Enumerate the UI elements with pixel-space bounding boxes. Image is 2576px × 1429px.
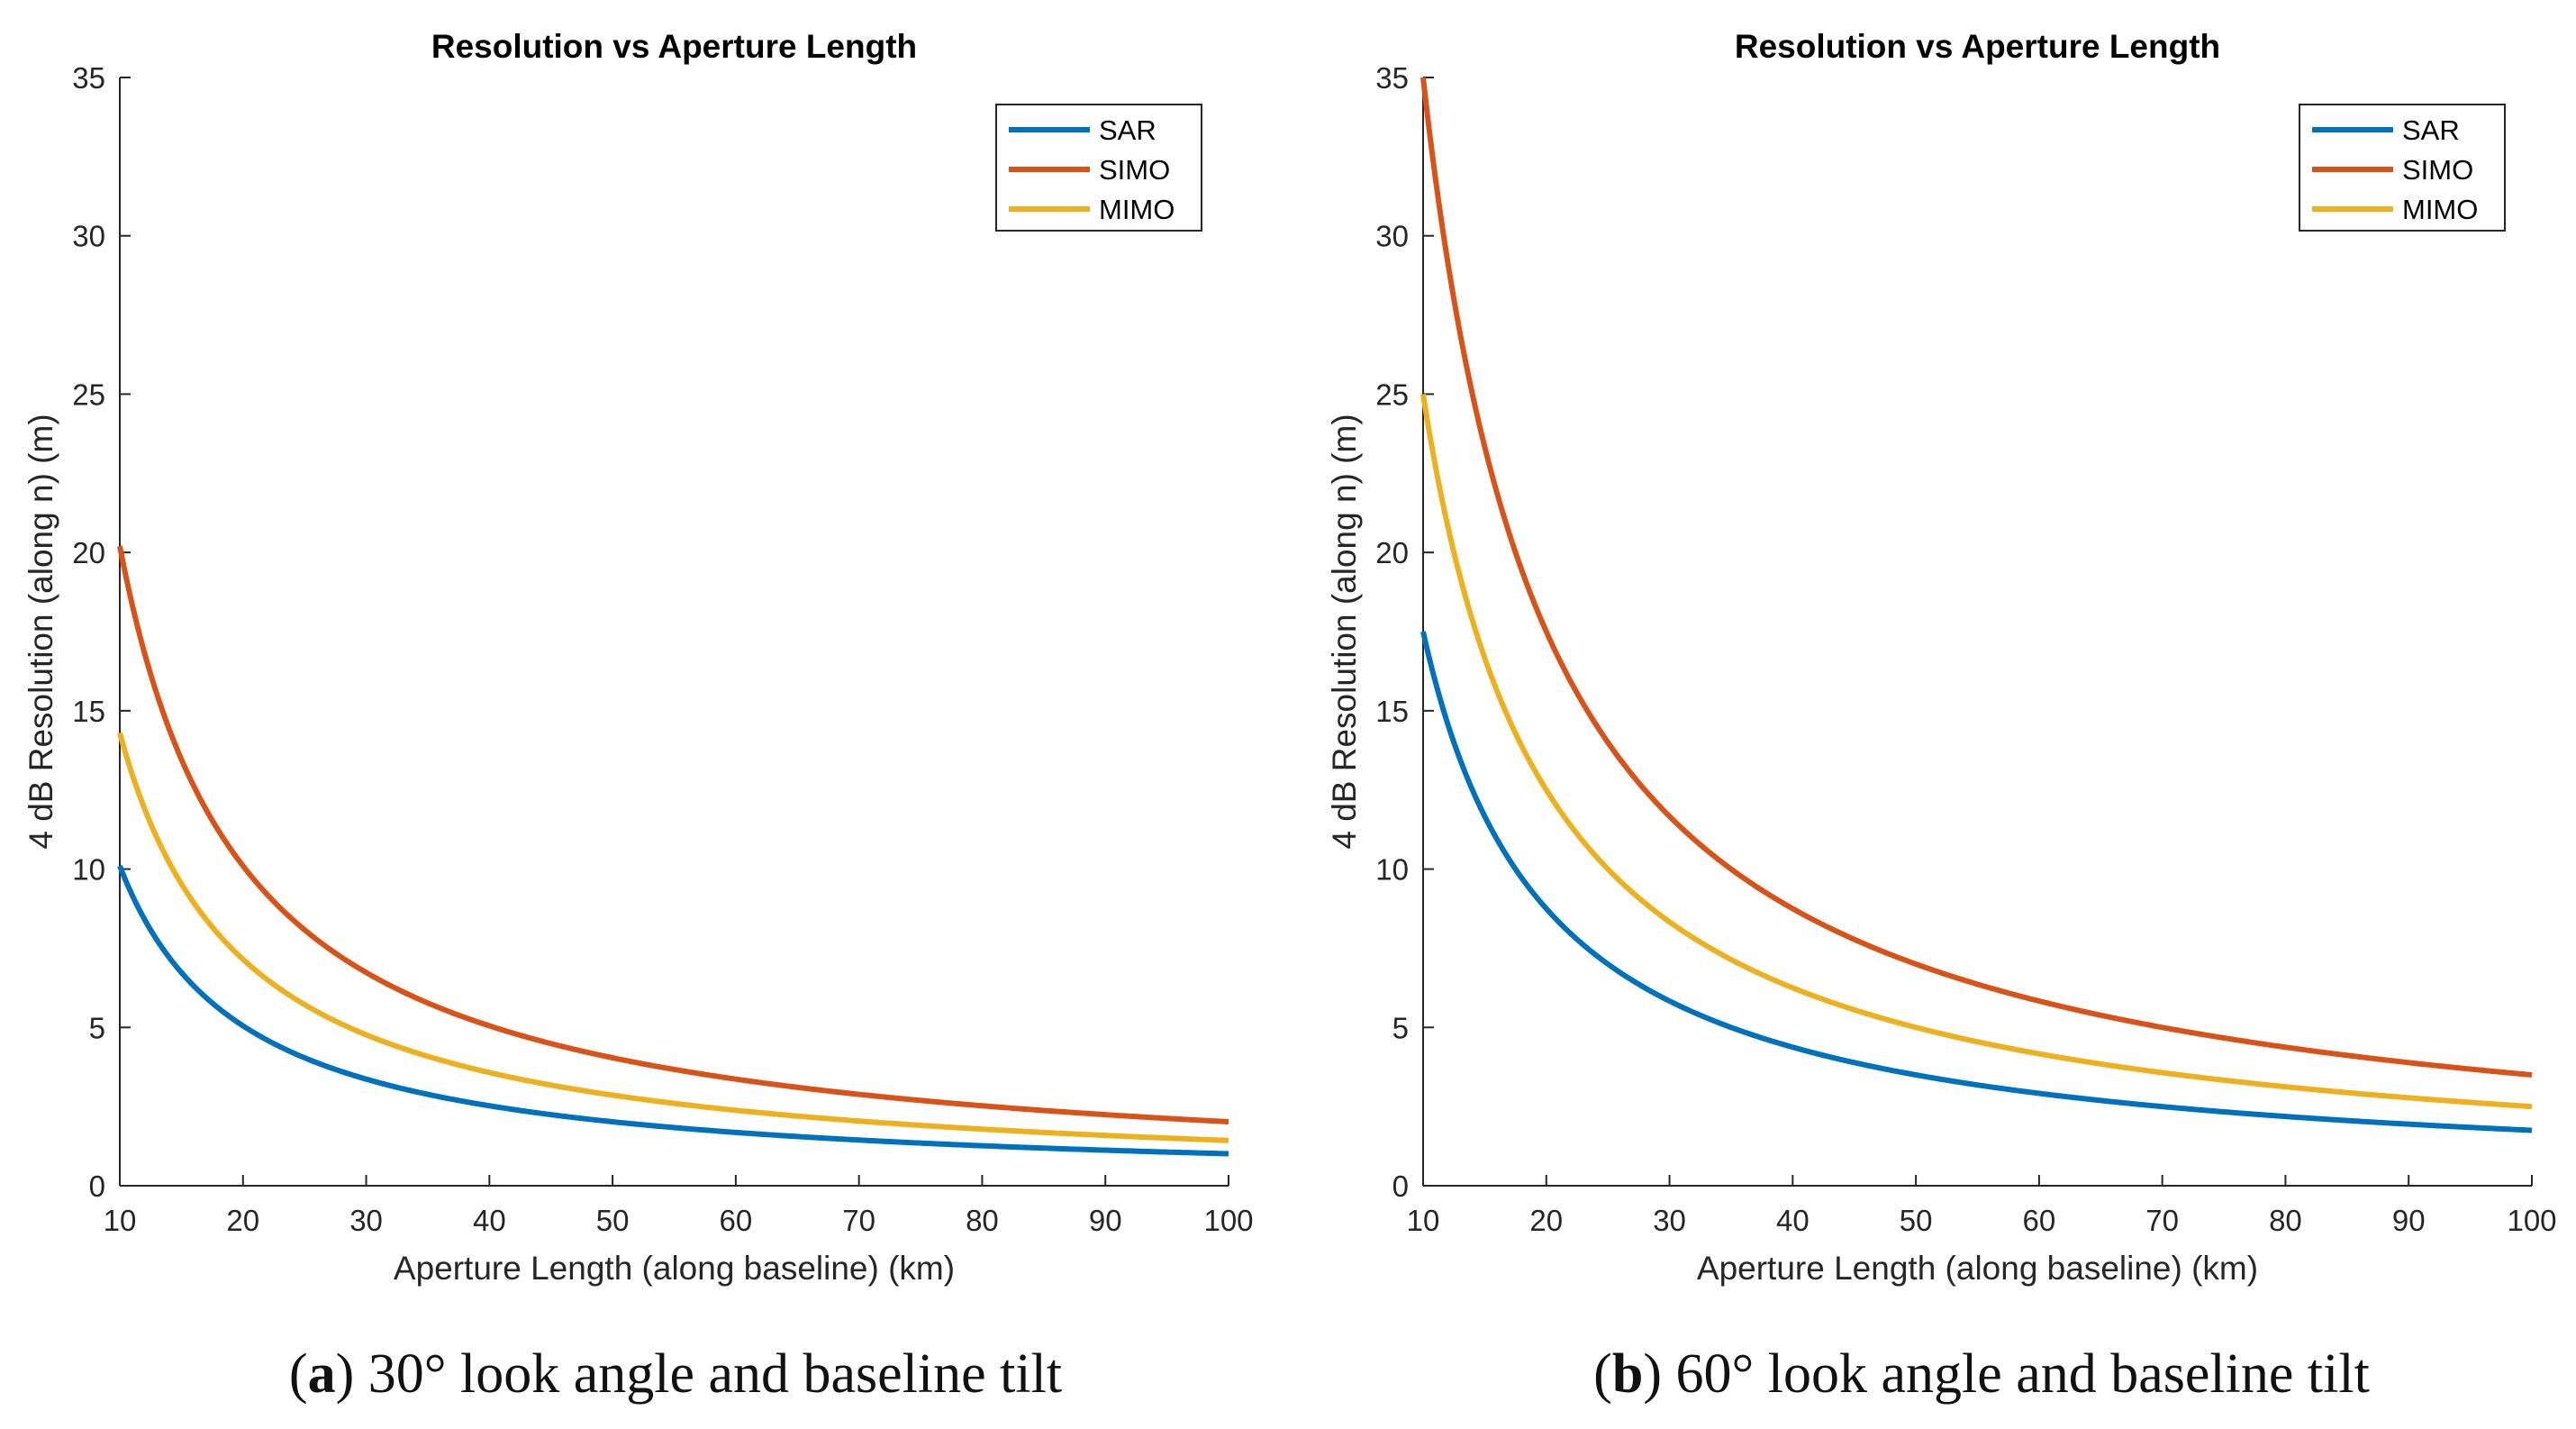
y-tick-label: 0 <box>1392 1170 1409 1203</box>
x-tick-label: 70 <box>842 1204 875 1237</box>
y-tick-label: 30 <box>72 220 105 253</box>
caption-b-text: 60° look angle and baseline tilt <box>1661 1343 2370 1405</box>
y-tick-label: 20 <box>72 536 105 569</box>
x-tick-label: 70 <box>2145 1204 2179 1237</box>
x-tick-label: 50 <box>596 1204 630 1237</box>
legend-entry-sar: SAR <box>2402 114 2460 146</box>
legend-entry-sar: SAR <box>1099 114 1156 146</box>
x-tick-label: 60 <box>2023 1204 2056 1237</box>
y-tick-label: 10 <box>1375 853 1409 887</box>
y-tick-label: 10 <box>72 853 105 887</box>
x-tick-label: 80 <box>966 1204 999 1237</box>
caption-a: (a) 30° look angle and baseline tilt <box>288 1343 1063 1405</box>
legend-entry-simo: SIMO <box>2402 154 2473 186</box>
x-axis-label: Aperture Length (along baseline) (km) <box>394 1250 955 1287</box>
x-tick-label: 90 <box>1089 1204 1122 1237</box>
y-tick-label: 0 <box>89 1170 105 1203</box>
series-line-sar <box>1420 631 2533 1133</box>
x-tick-label: 50 <box>1900 1204 1933 1237</box>
legend-entry-simo: SIMO <box>1099 154 1170 186</box>
series-line-simo <box>1420 77 2533 1078</box>
x-tick-label: 40 <box>473 1204 506 1237</box>
x-tick-label: 20 <box>226 1204 259 1237</box>
y-axis-label: 4 dB Resolution (along n) (m) <box>1326 414 1363 849</box>
x-tick-label: 100 <box>2507 1204 2556 1237</box>
x-tick-label: 30 <box>1653 1204 1686 1237</box>
caption-b-tag: b <box>1611 1343 1644 1405</box>
caption-a-text: 30° look angle and baseline tilt <box>354 1343 1063 1405</box>
series-line-sar <box>117 864 1229 1157</box>
y-tick-label: 20 <box>1375 536 1409 569</box>
caption-a-tag: a <box>307 1343 336 1405</box>
x-tick-label: 90 <box>2392 1204 2426 1237</box>
y-tick-label: 15 <box>1375 695 1409 728</box>
y-tick-label: 35 <box>1375 61 1409 95</box>
series-line-mimo <box>117 732 1229 1143</box>
legend-entry-mimo: MIMO <box>1099 194 1175 225</box>
y-tick-label: 35 <box>72 61 105 95</box>
caption-b: (b) 60° look angle and baseline tilt <box>1593 1343 2370 1405</box>
legend-entry-mimo: MIMO <box>2402 194 2478 225</box>
y-tick-label: 5 <box>89 1011 105 1044</box>
x-tick-label: 40 <box>1776 1204 1810 1237</box>
y-tick-label: 15 <box>72 695 105 728</box>
x-tick-label: 10 <box>1407 1204 1440 1237</box>
y-tick-label: 25 <box>72 378 105 411</box>
x-axis-label: Aperture Length (along baseline) (km) <box>1697 1250 2258 1287</box>
panel-b: 10 20 30 40 50 60 70 80 90 100 0 5 10 15 20 25 30 35 Resol… <box>1326 28 2557 1287</box>
series-line-simo <box>117 545 1229 1125</box>
y-tick-label: 25 <box>1375 378 1409 411</box>
series-line-mimo <box>1420 393 2533 1110</box>
y-axis-label: 4 dB Resolution (along n) (m) <box>23 414 59 849</box>
y-tick-label: 30 <box>1375 220 1409 253</box>
x-tick-label: 100 <box>1203 1204 1253 1237</box>
x-tick-label: 10 <box>104 1204 137 1237</box>
x-tick-label: 20 <box>1529 1204 1563 1237</box>
chart-title: Resolution vs Aperture Length <box>431 28 917 65</box>
x-tick-label: 60 <box>720 1204 753 1237</box>
chart-title: Resolution vs Aperture Length <box>1735 28 2220 65</box>
panel-a: 10 20 30 40 50 60 70 80 90 100 0 5 10 15 20 25 30 35 Resol… <box>23 28 1254 1287</box>
x-tick-label: 80 <box>2269 1204 2302 1237</box>
x-tick-label: 30 <box>349 1204 383 1237</box>
y-tick-label: 5 <box>1392 1011 1409 1044</box>
